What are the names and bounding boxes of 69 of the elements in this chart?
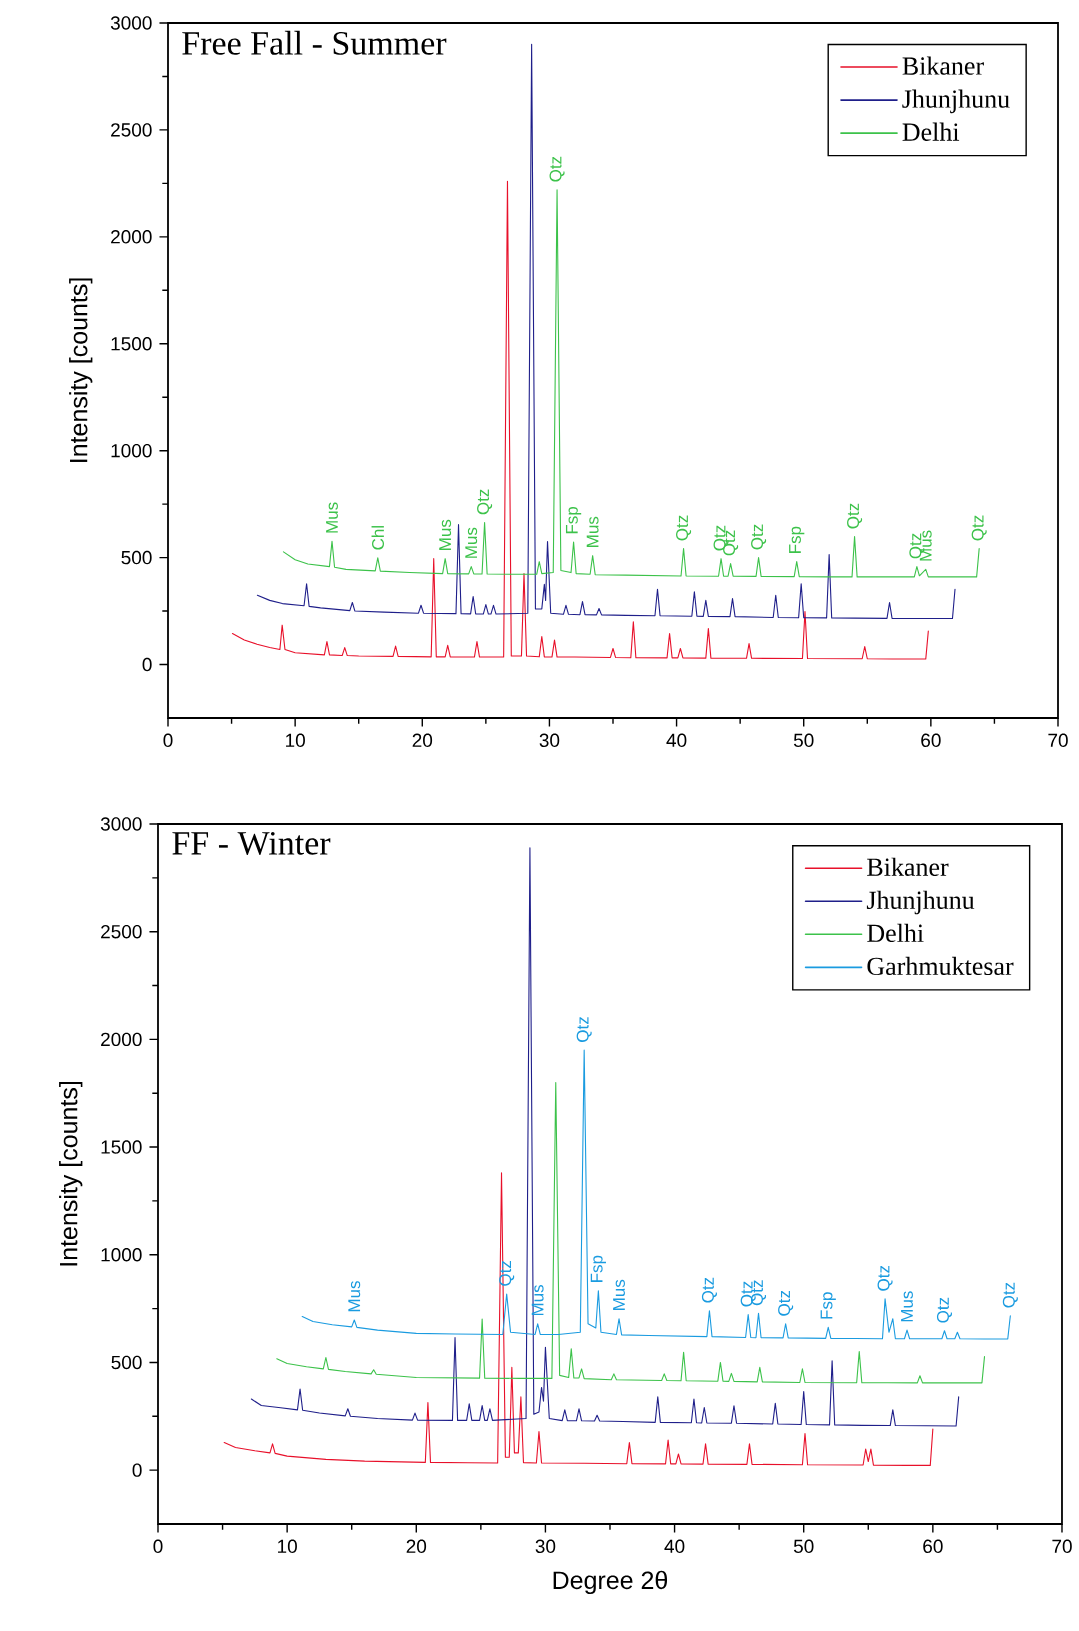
annotation: Qtz	[936, 1297, 952, 1323]
annotation: Mus	[325, 502, 338, 533]
annotation: Qtz	[1002, 1282, 1018, 1308]
annotation: Fsp	[565, 506, 582, 534]
y-tick-label: 0	[132, 1463, 142, 1477]
x-tick-label: 60	[921, 733, 941, 748]
chart-title: FF - Winter	[172, 831, 331, 855]
x-tick-label: 70	[1052, 1539, 1072, 1554]
annotation: Mus	[348, 1281, 361, 1312]
annotation: Qtz	[971, 515, 987, 541]
legend-label: Bikaner	[902, 56, 984, 75]
annotation: Qtz	[476, 489, 493, 515]
y-tick-label: 3000	[110, 16, 152, 30]
x-tick-label: 70	[1048, 733, 1068, 748]
annotation: Mus	[900, 1291, 913, 1322]
legend-label: Delhi	[867, 923, 924, 943]
annotation: Mus	[613, 1279, 625, 1310]
annotation: Qtz	[701, 1277, 717, 1303]
y-tick-label: 2500	[110, 123, 152, 137]
y-tick-label: 1000	[101, 1248, 142, 1262]
y-tick-label: 500	[111, 1355, 142, 1370]
annotation: Qtz	[877, 1265, 893, 1291]
y-tick-label: 2000	[110, 230, 152, 244]
x-tick-label: 30	[535, 1539, 556, 1554]
annotation: Mus	[586, 516, 599, 547]
y-tick-label: 1000	[111, 443, 152, 458]
x-axis-title: Degree 2θ	[553, 1570, 667, 1595]
annotation: Mus	[531, 1285, 544, 1316]
legend-label: Bikaner	[867, 857, 949, 876]
annotation: Mus	[465, 527, 478, 558]
x-tick-label: 50	[793, 1539, 814, 1554]
annotation: Qtz	[549, 156, 565, 182]
legend-label: Jhunjhunu	[866, 890, 975, 915]
chart-title: Free Fall - Summer	[182, 30, 447, 55]
y-axis-title: Intensity [counts]	[58, 1081, 83, 1266]
annotation: Fsp	[789, 526, 805, 553]
y-tick-label: 3000	[100, 817, 142, 831]
x-tick-label: 20	[412, 733, 433, 748]
x-tick-label: 10	[277, 1539, 297, 1554]
y-tick-label: 0	[142, 657, 152, 672]
annotation: Chl	[371, 526, 384, 550]
x-tick-label: 0	[153, 1539, 163, 1554]
x-tick-label: 20	[406, 1539, 426, 1554]
x-tick-label: 40	[666, 733, 687, 748]
y-tick-label: 2000	[100, 1032, 142, 1047]
annotation: Qtz	[750, 524, 767, 550]
annotation: Qtz	[846, 503, 863, 529]
annotation: Qtz	[499, 1260, 515, 1286]
x-tick-label: 40	[664, 1539, 685, 1554]
y-axis-title: Intensity [counts]	[68, 278, 93, 462]
x-tick-label: 30	[539, 733, 560, 748]
y-tick-label: 2500	[100, 924, 142, 939]
annotation: Fsp	[820, 1292, 836, 1319]
annotation: Qtz	[675, 515, 691, 541]
annotation: Mus	[439, 519, 451, 550]
line-series	[223, 1172, 934, 1466]
y-tick-label: 1500	[101, 1140, 142, 1154]
annotation: Qtz	[576, 1017, 592, 1042]
x-tick-label: 50	[793, 733, 814, 748]
x-tick-label: 0	[163, 733, 173, 748]
legend-label: Jhunjhunu	[902, 89, 1010, 114]
y-tick-label: 500	[121, 550, 152, 565]
annotation: Qtz	[778, 1290, 794, 1316]
y-tick-label: 1500	[111, 337, 152, 351]
annotation: Fsp	[590, 1255, 606, 1282]
legend-label: Garhmuktesar	[867, 956, 1014, 976]
legend-label: Delhi	[902, 122, 959, 141]
x-tick-label: 10	[285, 733, 305, 748]
x-tick-label: 60	[923, 1539, 943, 1554]
